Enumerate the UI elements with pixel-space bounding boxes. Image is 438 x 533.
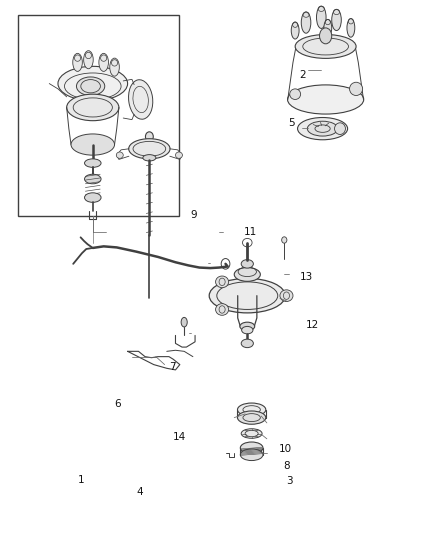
Ellipse shape [129, 139, 170, 159]
Circle shape [282, 237, 287, 243]
Ellipse shape [128, 80, 153, 119]
Ellipse shape [77, 77, 105, 95]
Ellipse shape [288, 85, 364, 114]
Ellipse shape [240, 449, 263, 461]
Ellipse shape [181, 317, 187, 327]
Ellipse shape [290, 89, 300, 100]
Bar [18, 14, 179, 216]
Ellipse shape [241, 429, 262, 438]
Text: 6: 6 [115, 399, 121, 409]
Circle shape [145, 132, 153, 141]
Ellipse shape [143, 155, 156, 161]
Text: 5: 5 [289, 118, 295, 128]
Ellipse shape [324, 19, 332, 36]
Ellipse shape [215, 276, 229, 288]
Ellipse shape [85, 193, 101, 203]
Ellipse shape [301, 12, 311, 33]
Ellipse shape [110, 58, 119, 76]
Ellipse shape [85, 159, 101, 167]
Ellipse shape [242, 326, 253, 334]
Ellipse shape [240, 322, 254, 330]
Text: 3: 3 [286, 477, 293, 486]
Text: 2: 2 [300, 70, 306, 79]
Ellipse shape [280, 290, 293, 302]
Text: 8: 8 [283, 462, 290, 471]
Ellipse shape [73, 53, 82, 71]
Text: 13: 13 [300, 272, 313, 282]
Text: 10: 10 [279, 445, 292, 455]
Ellipse shape [307, 121, 338, 136]
Text: 9: 9 [191, 209, 198, 220]
Ellipse shape [58, 66, 127, 101]
Ellipse shape [85, 174, 101, 184]
Text: 4: 4 [136, 487, 143, 497]
Ellipse shape [116, 152, 123, 158]
Ellipse shape [317, 6, 326, 28]
Text: 7: 7 [169, 362, 176, 372]
Ellipse shape [99, 53, 109, 71]
Ellipse shape [67, 94, 119, 120]
Ellipse shape [176, 152, 183, 158]
Ellipse shape [347, 19, 355, 37]
Ellipse shape [234, 268, 260, 281]
Ellipse shape [240, 442, 263, 454]
Ellipse shape [237, 403, 266, 416]
Ellipse shape [297, 117, 348, 140]
Ellipse shape [335, 123, 346, 134]
Text: 11: 11 [244, 227, 258, 237]
Text: 12: 12 [306, 320, 319, 330]
Ellipse shape [84, 51, 93, 69]
Text: 14: 14 [173, 432, 187, 442]
Ellipse shape [209, 278, 286, 313]
Ellipse shape [295, 35, 356, 59]
Ellipse shape [291, 22, 299, 39]
Ellipse shape [241, 260, 253, 268]
Ellipse shape [320, 28, 332, 44]
Text: 1: 1 [78, 475, 84, 484]
Ellipse shape [237, 411, 266, 424]
Ellipse shape [241, 339, 253, 348]
Ellipse shape [71, 134, 115, 155]
Ellipse shape [350, 82, 363, 95]
Ellipse shape [215, 304, 229, 316]
Ellipse shape [332, 10, 341, 30]
